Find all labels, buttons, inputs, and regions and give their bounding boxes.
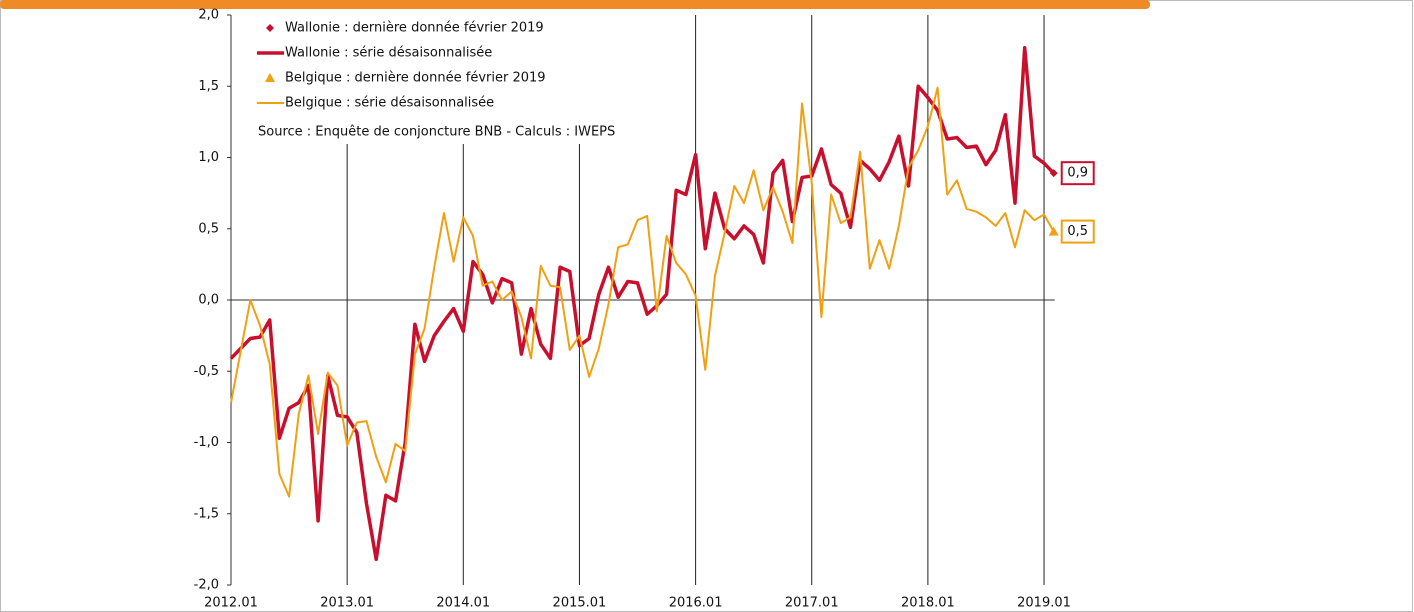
legend-label: Belgique : dernière donnée février 2019 (285, 71, 546, 86)
y-tick-label: -2,0 (194, 578, 219, 593)
legend-label: Belgique : série désaisonnalisée (285, 96, 494, 111)
marker (1048, 226, 1059, 236)
value-label: 0,5 (1067, 224, 1088, 239)
x-tick-label: 2017.01 (785, 596, 839, 611)
header-bar (0, 0, 1150, 9)
x-tick-label: 2014.01 (436, 596, 490, 611)
x-tick-label: 2019.01 (1017, 596, 1071, 611)
y-tick-label: 1,0 (198, 150, 219, 165)
y-tick-label: -1,0 (194, 435, 219, 450)
x-tick-label: 2012.01 (204, 596, 258, 611)
legend-symbol (265, 73, 275, 82)
legend-background (250, 14, 590, 144)
x-tick-label: 2015.01 (553, 596, 607, 611)
legend-label: Wallonie : dernière donnée février 2019 (285, 21, 544, 36)
annotation: Source : Enquête de conjoncture BNB - Ca… (258, 125, 615, 140)
series-line (229, 46, 1055, 562)
grid: -2,0 -1,5 -1,0 -0,5 0,0 0,5 1,0 1,5 2,0 2012.01 20… (194, 8, 1071, 611)
x-tick-label: 2016.01 (669, 596, 723, 611)
value-label-box (1060, 219, 1095, 244)
series-line (230, 86, 1055, 498)
legend-label: Wallonie : série désaisonnalisée (285, 46, 492, 61)
y-tick-label: 0,5 (198, 221, 219, 236)
marker (1049, 169, 1058, 178)
value-label: 0,9 (1067, 166, 1088, 181)
marks: 0,9 0,5 (229, 46, 1095, 562)
y-tick-label: -1,5 (194, 506, 219, 521)
y-tick-label: 1,5 (198, 79, 219, 94)
x-tick-label: 2013.01 (320, 596, 374, 611)
legend: Source : Enquête de conjoncture BNB - Ca… (250, 14, 615, 144)
y-tick-label: 2,0 (198, 8, 219, 23)
y-tick-label: -0,5 (194, 364, 219, 379)
legend-symbol (266, 24, 274, 32)
value-label-box (1060, 161, 1095, 186)
y-tick-label: 0,0 (198, 293, 219, 308)
x-tick-label: 2018.01 (901, 596, 955, 611)
